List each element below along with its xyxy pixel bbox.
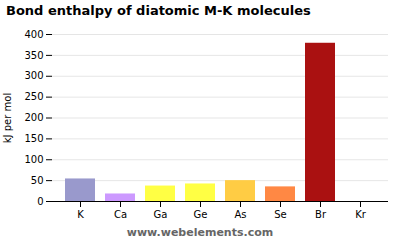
- svg-text:150: 150: [24, 133, 43, 144]
- svg-text:Se: Se: [274, 209, 287, 220]
- svg-text:Br: Br: [315, 209, 327, 220]
- svg-text:kJ per mol: kJ per mol: [2, 93, 13, 143]
- html-text:www.webelements.com: www.webelements.com: [126, 226, 274, 239]
- svg-text:As: As: [234, 209, 246, 220]
- svg-text:Kr: Kr: [355, 209, 367, 220]
- svg-text:Ge: Ge: [194, 209, 208, 220]
- svg-text:Ca: Ca: [114, 209, 127, 220]
- svg-text:250: 250: [24, 91, 43, 102]
- svg-text:400: 400: [24, 29, 43, 40]
- svg-text:K: K: [77, 209, 84, 220]
- svg-text:100: 100: [24, 154, 43, 165]
- svg-text:350: 350: [24, 50, 43, 61]
- svg-text:50: 50: [31, 175, 44, 186]
- svg-text:300: 300: [24, 70, 43, 81]
- html-text:Bond enthalpy of diatomic M-K: Bond enthalpy of diatomic M-K molecules: [6, 3, 311, 18]
- svg-text:0: 0: [37, 196, 43, 207]
- svg-text:200: 200: [24, 112, 43, 123]
- svg-text:Ga: Ga: [154, 209, 168, 220]
